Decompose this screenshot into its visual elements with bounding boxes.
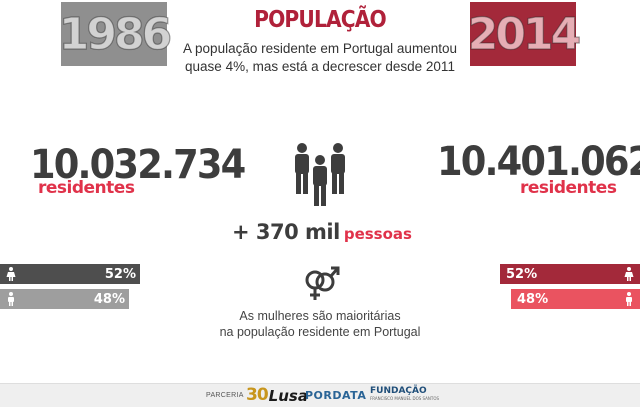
fundacao-subtitle: FRANCISCO MANUEL DOS SANTOS bbox=[370, 396, 440, 401]
male-icon bbox=[8, 292, 14, 306]
female-pct-1986: 52% bbox=[104, 266, 136, 282]
male-icon bbox=[626, 292, 632, 306]
population-1986-number: 10.032.734 bbox=[30, 142, 246, 188]
population-change-unit: pessoas bbox=[343, 225, 412, 243]
female-pct-2014: 52% bbox=[506, 266, 538, 282]
gender-note-line-1: As mulheres são maioritárias bbox=[239, 309, 401, 323]
fundacao-name: FUNDAÇÃO bbox=[370, 386, 427, 396]
male-pct-2014: 48% bbox=[517, 291, 549, 307]
population-change: + 370 mil pessoas bbox=[232, 220, 412, 244]
residentes-label-2014: residentes bbox=[520, 178, 617, 198]
female-icon bbox=[624, 267, 634, 281]
population-change-number: + 370 mil bbox=[232, 220, 340, 244]
female-icon bbox=[6, 267, 16, 281]
partners-label: PARCERIA bbox=[206, 392, 244, 399]
bar-male-2014: 48% bbox=[511, 289, 640, 309]
bar-male-1986: 48% bbox=[0, 289, 129, 309]
gender-note: As mulheres são maioritárias na populaçã… bbox=[200, 308, 440, 340]
lusa-name: Lusa bbox=[268, 387, 308, 405]
lusa-logo: 30 Lusa bbox=[246, 385, 308, 405]
year-1986-box: 1986 bbox=[58, 2, 173, 66]
bar-female-2014: 52% bbox=[500, 264, 640, 284]
population-2014-number: 10.401.062 bbox=[437, 139, 640, 185]
subtitle-line-2: quase 4%, mas está a decrescer desde 201… bbox=[185, 59, 455, 74]
bar-female-1986: 52% bbox=[0, 264, 140, 284]
year-2014-box: 2014 bbox=[467, 2, 582, 66]
gender-note-line-2: na população residente em Portugal bbox=[219, 325, 421, 339]
footer-partners: PARCERIA 30 Lusa PORDATA FUNDAÇÃO FRANCIS… bbox=[0, 383, 640, 407]
residentes-label-1986: residentes bbox=[38, 178, 135, 198]
subtitle-line-1: A população residente em Portugal aument… bbox=[183, 41, 457, 56]
pordata-logo: PORDATA bbox=[305, 389, 367, 402]
people-group-icon bbox=[295, 143, 345, 206]
fundacao-logo: FUNDAÇÃO FRANCISCO MANUEL DOS SANTOS bbox=[370, 387, 439, 402]
page-subtitle: A população residente em Portugal aument… bbox=[170, 40, 470, 76]
lusa-anniversary: 30 bbox=[246, 385, 269, 405]
gender-symbols-icon bbox=[305, 266, 340, 300]
page-title: POPULAÇÃO bbox=[254, 7, 387, 33]
male-pct-1986: 48% bbox=[93, 291, 125, 307]
